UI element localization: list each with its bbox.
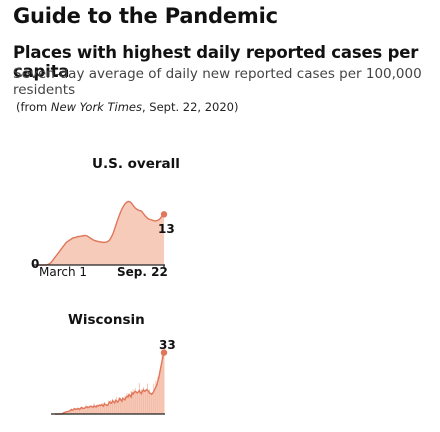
source-publication: New York Times: [50, 100, 142, 114]
wi-last-point: [160, 349, 168, 356]
wi-line: [55, 352, 165, 415]
us-last-point: [160, 211, 168, 218]
source-suffix: , Sept. 22, 2020): [141, 100, 239, 114]
us-chart-title: U.S. overall: [92, 156, 180, 172]
wisconsin-chart: Wisconsin 33: [51, 312, 176, 415]
source-prefix: (from: [16, 100, 51, 114]
wi-area: [55, 352, 164, 414]
source-note: (from New York Times, Sept. 22, 2020): [16, 100, 239, 114]
us-area: [38, 201, 164, 265]
us-x-end-label: Sep. 22: [117, 265, 168, 279]
us-chart: U.S. overall 0 March 1 Sep. 22 13: [31, 156, 180, 279]
us-x-start-label: March 1: [39, 265, 87, 279]
us-baseline-label: 0: [31, 257, 39, 271]
page-title: Guide to the Pandemic: [13, 4, 278, 28]
wi-chart-title: Wisconsin: [68, 312, 145, 328]
us-last-value-label: 13: [158, 222, 175, 236]
us-line: [38, 200, 165, 266]
chart-description: Seven-day average of daily new reported …: [13, 66, 422, 98]
page-subtitle: Places with highest daily reported cases…: [13, 43, 419, 81]
wi-last-value-label: 33: [159, 338, 176, 352]
